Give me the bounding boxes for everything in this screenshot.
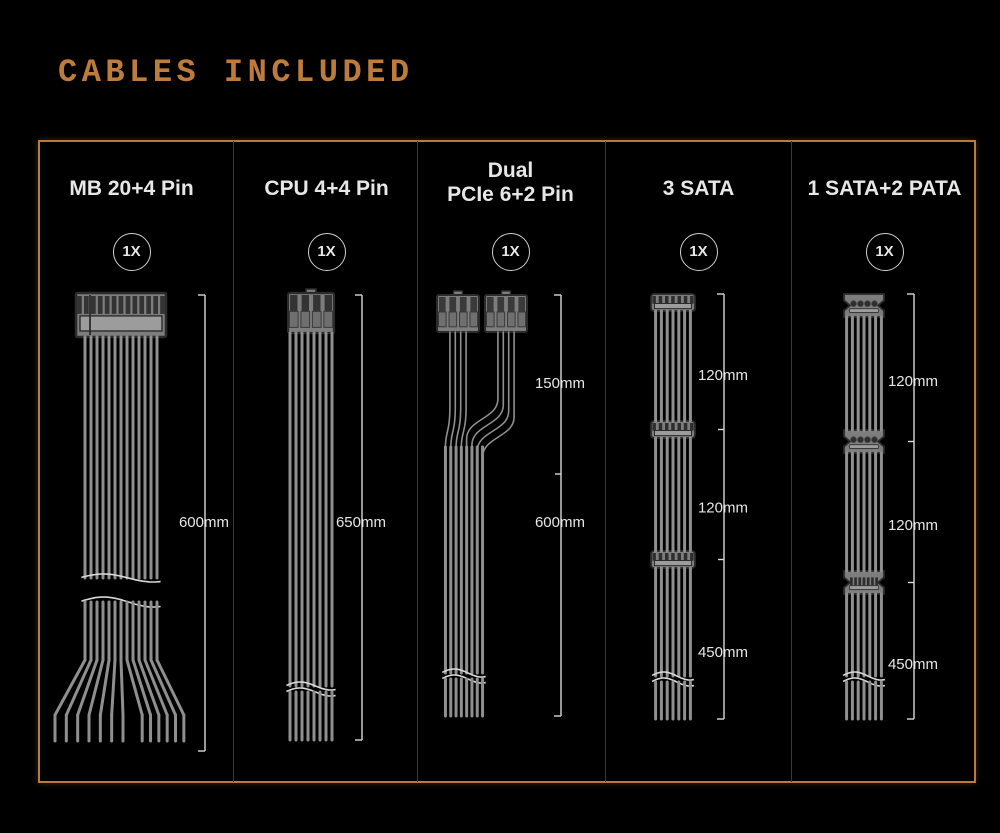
svg-text:600mm: 600mm xyxy=(179,514,229,531)
svg-text:650mm: 650mm xyxy=(336,514,386,531)
svg-text:120mm: 120mm xyxy=(888,517,938,534)
svg-text:450mm: 450mm xyxy=(888,656,938,673)
svg-text:120mm: 120mm xyxy=(698,367,748,384)
svg-text:120mm: 120mm xyxy=(888,373,938,390)
svg-text:600mm: 600mm xyxy=(535,514,585,531)
svg-text:150mm: 150mm xyxy=(535,375,585,392)
svg-text:450mm: 450mm xyxy=(698,644,748,661)
svg-text:120mm: 120mm xyxy=(698,500,748,517)
